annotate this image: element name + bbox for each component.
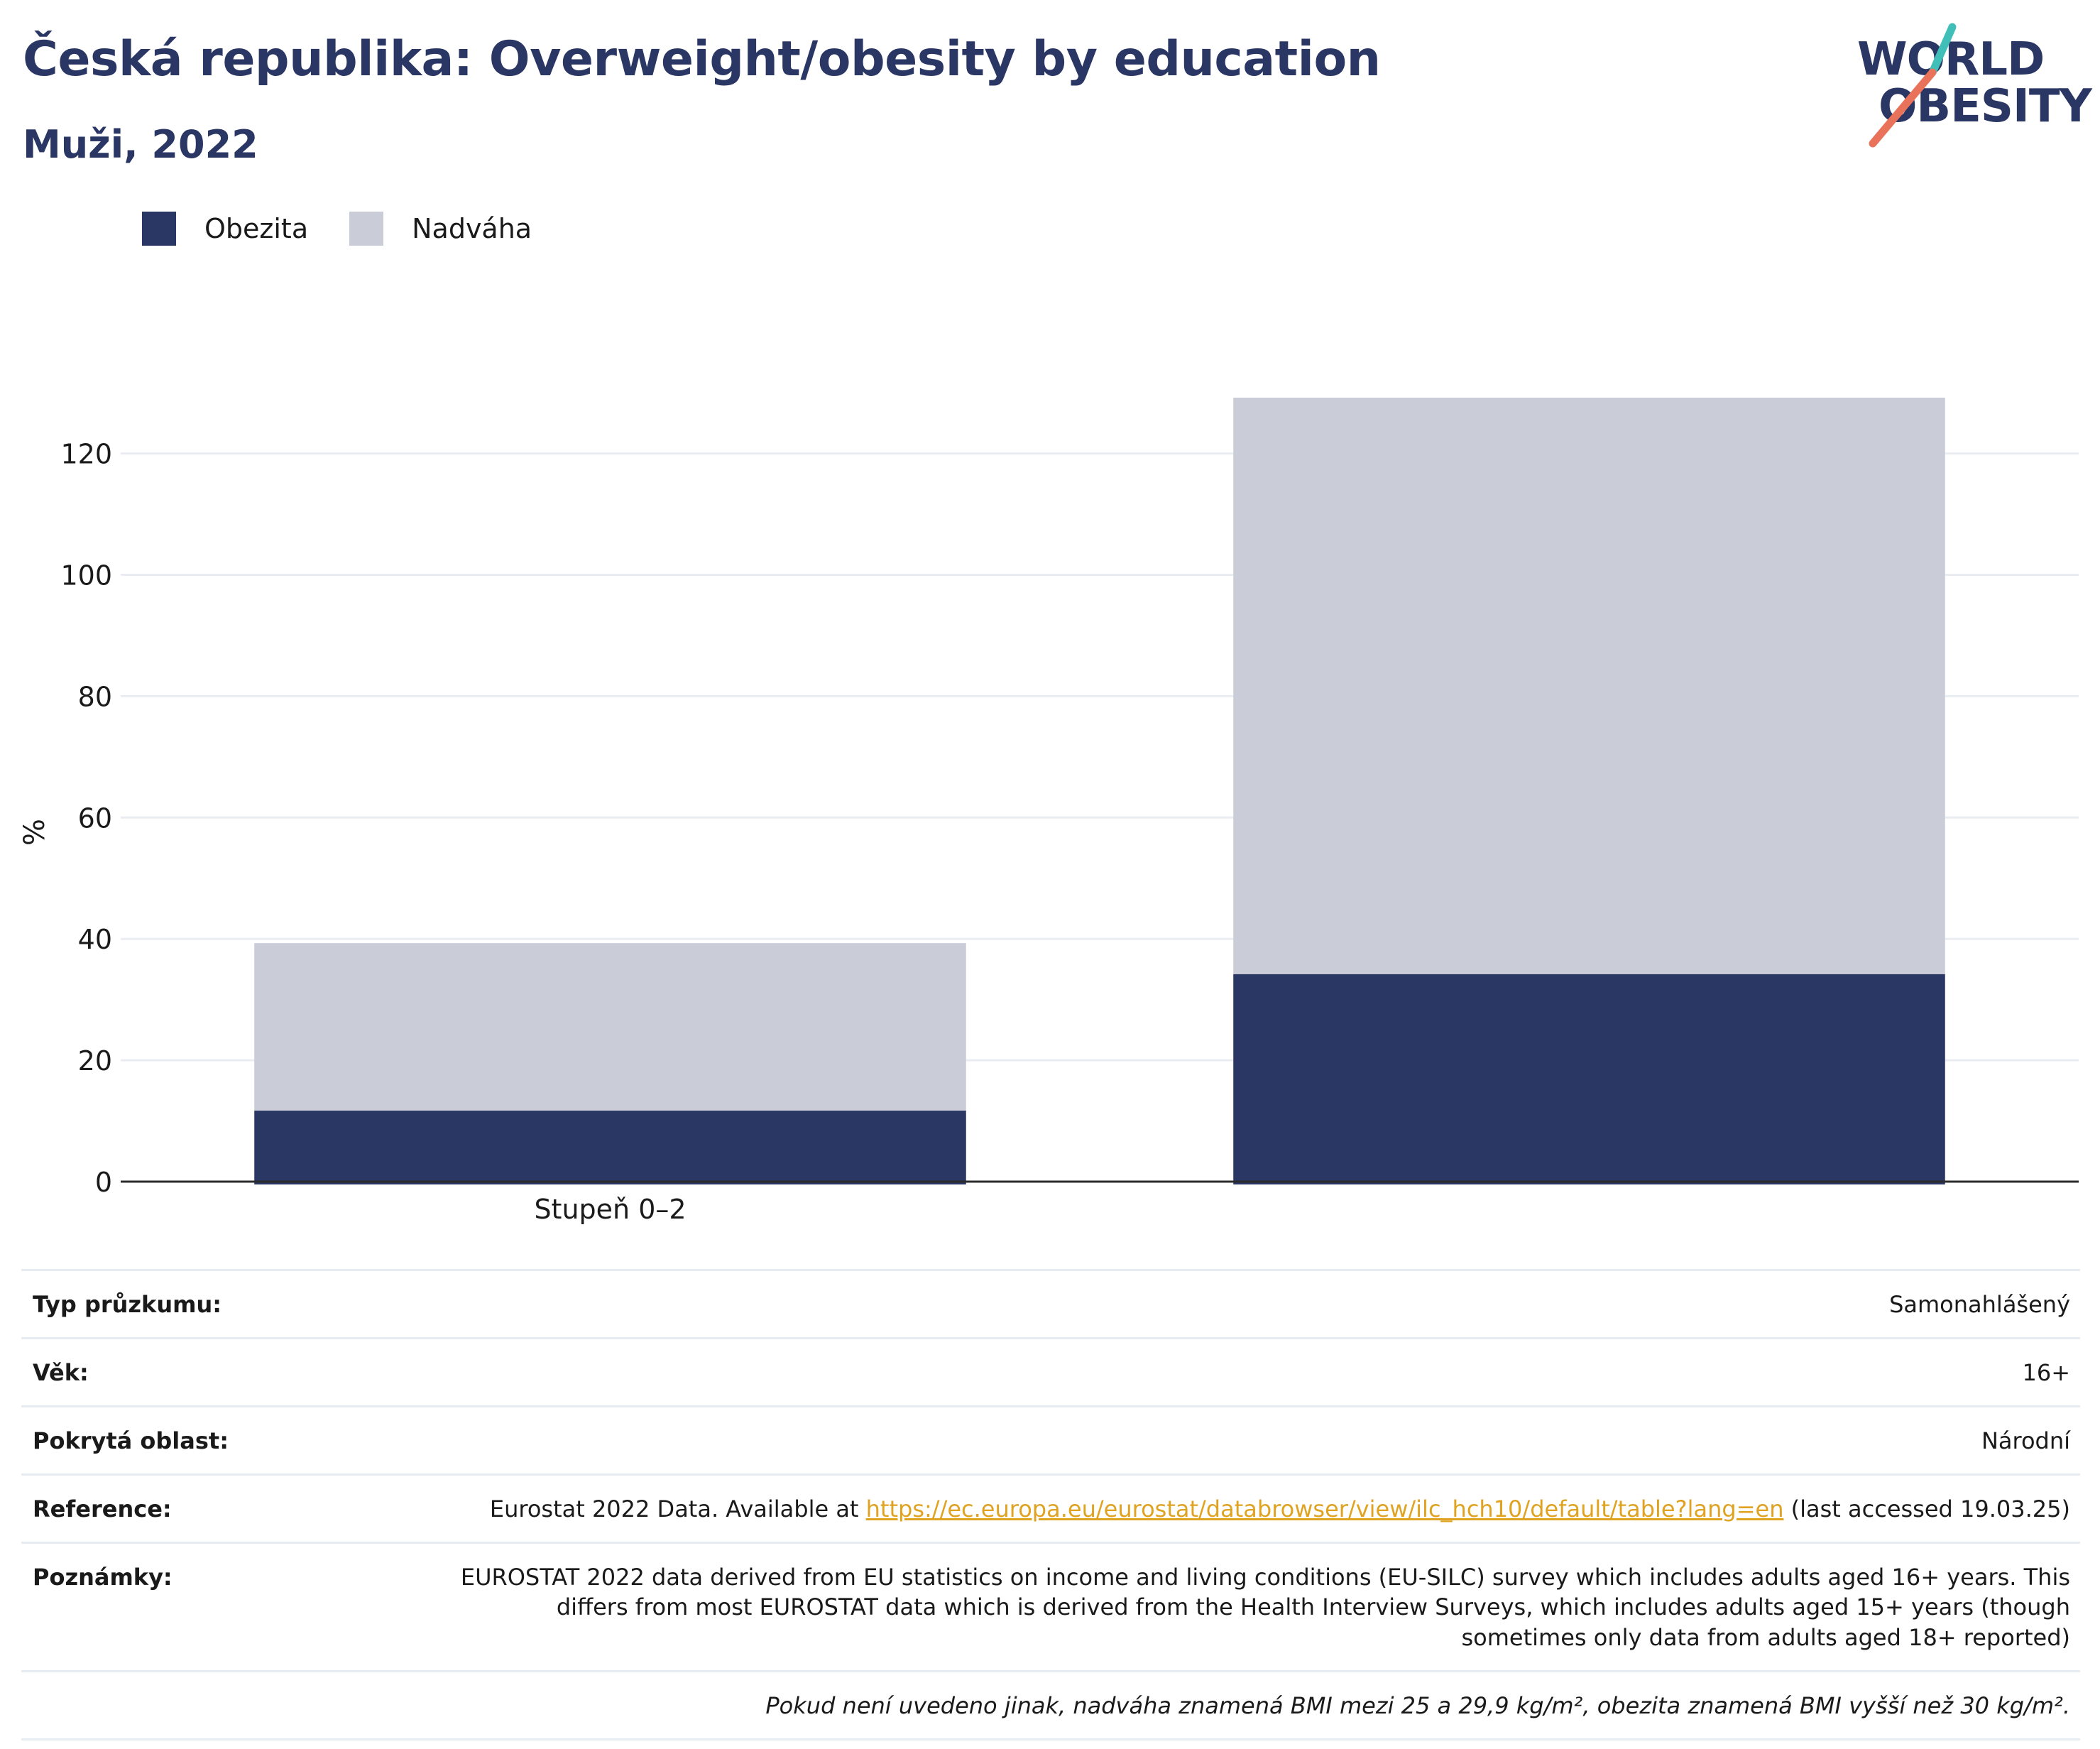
info-label: Věk: [21,1336,440,1407]
info-row-survey-type: Typ průzkumu: Samonahlášený [21,1269,2080,1339]
info-row-coverage: Pokrytá oblast: Národní [21,1405,2080,1475]
legend-label-nadvaha: Nadváha [412,213,532,244]
logo-slash-icon [1869,23,1957,148]
info-value: EUROSTAT 2022 data derived from EU stati… [440,1541,2080,1672]
legend-swatch-nadvaha [349,212,384,246]
info-value: Národní [440,1405,2080,1475]
reference-link[interactable]: https://ec.europa.eu/eurostat/databrowse… [865,1495,1784,1522]
info-value: Samonahlášený [440,1269,2080,1339]
info-label: Typ průzkumu: [21,1269,440,1339]
reference-text: Eurostat 2022 Data. Available at [489,1495,866,1522]
reference-accessed: (last accessed 19.03.25) [1783,1495,2070,1522]
y-tick-label: 60 [78,802,112,834]
bars [254,398,1945,1184]
y-tick-label: 0 [95,1167,112,1198]
world-obesity-logo: WORLD OBESITY [1853,21,2092,149]
bar-chart: 0 20 40 60 80 100 120 Stupeň 0–2% [18,398,2079,1225]
logo-word-world: WORLD [1857,33,2045,86]
info-label: Reference: [21,1473,440,1542]
info-row-notes: Poznámky: EUROSTAT 2022 data derived fro… [21,1541,2080,1672]
legend-item-nadvaha[interactable]: Nadváha [349,212,532,246]
y-tick-label: 120 [60,439,112,470]
footnote: Pokud není uvedeno jinak, nadváha znamen… [21,1670,2080,1740]
y-tick-label: 40 [78,924,112,955]
legend-item-obezita[interactable]: Obezita [142,212,308,246]
bar-segment-obezita [254,1111,966,1184]
y-tick-label: 100 [60,560,112,592]
bar-segment-nadvaha [1233,398,1945,974]
info-label: Pokrytá oblast: [21,1405,440,1475]
legend-label-obezita: Obezita [204,213,309,244]
bar-segment-obezita [1233,974,1945,1184]
y-tick-label: 20 [78,1045,112,1077]
info-table: Typ průzkumu: Samonahlášený Věk: 16+ Pok… [21,1269,2080,1740]
info-value: 16+ [440,1336,2080,1407]
bar-segment-nadvaha [254,943,966,1111]
y-tick-label: 80 [78,681,112,712]
info-value: Eurostat 2022 Data. Available at https:/… [440,1473,2080,1542]
info-row-reference: Reference: Eurostat 2022 Data. Available… [21,1473,2080,1542]
chart-legend: Obezita Nadváha [142,212,573,246]
info-row-footnote: Pokud není uvedeno jinak, nadváha znamen… [21,1670,2080,1740]
page-title: Česká republika: Overweight/obesity by e… [23,31,1381,87]
axes: 0 20 40 60 80 100 120 Stupeň 0–2% [18,439,2079,1225]
x-tick-label: Stupeň 0–2 [534,1194,686,1225]
page-subtitle: Muži, 2022 [23,122,258,167]
info-label: Poznámky: [21,1541,440,1672]
info-row-age: Věk: 16+ [21,1336,2080,1407]
y-axis-label: % [18,819,51,846]
legend-swatch-obezita [142,212,176,246]
